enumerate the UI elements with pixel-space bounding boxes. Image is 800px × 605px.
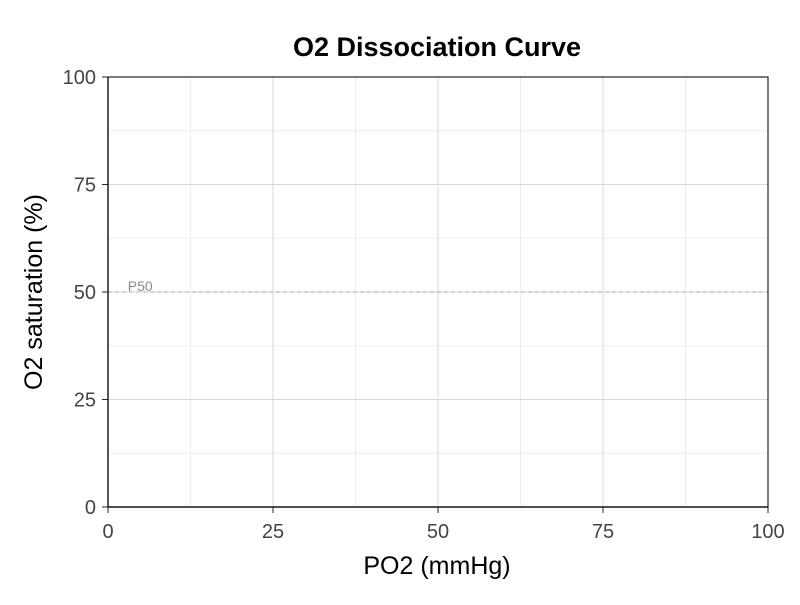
x-tick-label: 100 (751, 521, 784, 543)
y-tick-label: 75 (74, 175, 96, 197)
x-axis-title: PO2 (mmHg) (363, 552, 510, 580)
x-tick-label: 50 (427, 521, 449, 543)
x-tick-label: 25 (262, 521, 284, 543)
x-tick-label: 0 (102, 521, 113, 543)
axes (102, 76, 769, 513)
chart-title: O2 Dissociation Curve (293, 32, 581, 62)
y-tick-label: 25 (74, 390, 96, 412)
y-axis-title: O2 saturation (%) (20, 194, 48, 390)
y-tick-label: 50 (74, 282, 96, 304)
x-tick-label: 75 (592, 521, 614, 543)
p50-label: P50 (128, 278, 153, 294)
y-tick-label: 100 (63, 67, 96, 89)
y-tick-label: 0 (85, 497, 96, 519)
reference-lines: P50 (108, 278, 768, 294)
tick-labels: 0 25 50 75 100 0 25 50 75 100 (63, 67, 785, 543)
